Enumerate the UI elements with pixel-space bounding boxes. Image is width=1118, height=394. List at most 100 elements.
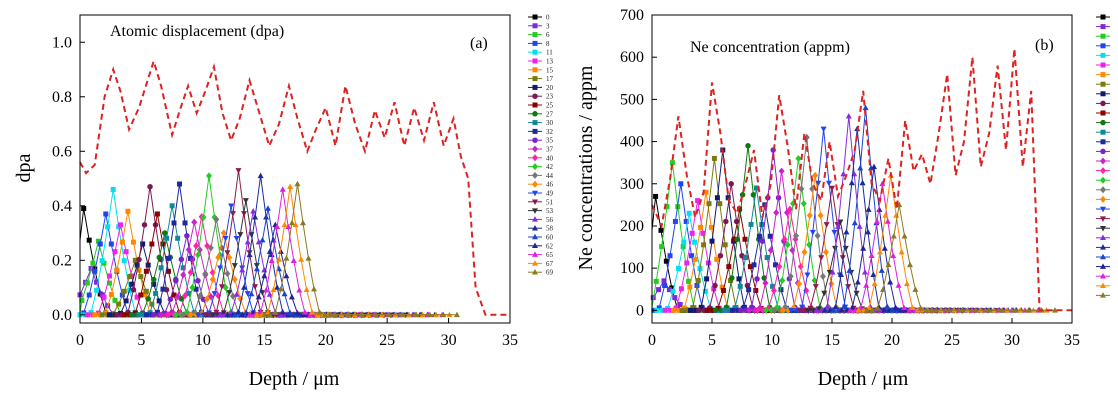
a-series-10-point-3 bbox=[138, 292, 144, 298]
a-series-9-point-6 bbox=[147, 183, 153, 190]
a-series-13-point-5 bbox=[171, 220, 177, 226]
b-series-21-point-6 bbox=[829, 185, 835, 192]
chart-a-title: Atomic displacement (dpa) bbox=[110, 23, 284, 40]
b-series-19-point-5 bbox=[806, 212, 813, 220]
b-series-9-point-6 bbox=[728, 181, 734, 187]
b-series-27-point-10 bbox=[900, 304, 907, 311]
a-legend-swatch-marker-0 bbox=[532, 14, 538, 20]
b-series-6-point-9 bbox=[719, 284, 725, 290]
b-series-29-point-20 bbox=[1025, 307, 1032, 313]
a-legend-swatch-marker-10 bbox=[532, 102, 538, 108]
a-legend-swatch-marker-6 bbox=[532, 67, 538, 73]
a-series-28-point-3 bbox=[270, 286, 277, 292]
a-series-24 bbox=[224, 172, 424, 318]
b-series-8-line bbox=[690, 149, 879, 311]
b-series-16-point-8 bbox=[797, 263, 804, 271]
b-series-27-point-4 bbox=[868, 252, 875, 258]
b-series-23-point-6 bbox=[845, 113, 852, 119]
b-series-13-point-4 bbox=[751, 262, 757, 268]
a-legend-label-6: 15 bbox=[546, 66, 554, 74]
b-series-22-point-3 bbox=[821, 290, 828, 297]
a-series-29-point-7 bbox=[299, 219, 306, 226]
b-legend-swatch-marker-23 bbox=[1100, 234, 1106, 241]
chart-a-marks bbox=[77, 57, 510, 319]
a-series-29-point-21 bbox=[440, 311, 447, 318]
b-legend-entry-20 bbox=[1096, 206, 1110, 213]
a-series-14-point-5 bbox=[178, 256, 185, 263]
a-series-29-point-9 bbox=[311, 285, 318, 292]
b-legend-entry-1 bbox=[1096, 24, 1110, 30]
a-legend-swatch-marker-21 bbox=[532, 199, 538, 206]
b-series-22-point-2 bbox=[815, 306, 822, 312]
b-series-25-point-5 bbox=[857, 164, 864, 171]
a-legend-label-15: 37 bbox=[546, 146, 554, 154]
b-legend-entry-29 bbox=[1096, 292, 1110, 298]
b-legend-swatch-marker-10 bbox=[1100, 110, 1106, 116]
a-series-25-point-4 bbox=[253, 265, 260, 272]
a-legend-swatch-marker-25 bbox=[532, 233, 538, 240]
b-legend-swatch-marker-8 bbox=[1100, 91, 1106, 97]
b-series-6-point-8 bbox=[714, 256, 720, 262]
a-series-21-point-5 bbox=[229, 211, 236, 217]
a-x-tick-label-6: 30 bbox=[441, 332, 457, 349]
b-series-15-point-3 bbox=[762, 279, 769, 287]
b-legend-entry-13 bbox=[1096, 139, 1110, 145]
a-legend-entry-21: 51 bbox=[528, 198, 554, 206]
b-series-6-point-4 bbox=[692, 256, 698, 262]
b-legend-swatch-marker-22 bbox=[1100, 225, 1106, 232]
a-series-12-point-0 bbox=[136, 312, 142, 318]
b-series-3-point-7 bbox=[683, 218, 689, 224]
a-series-25-point-10 bbox=[287, 309, 294, 316]
a-series-8-point-7 bbox=[145, 262, 151, 268]
a-legend-swatch-marker-5 bbox=[532, 58, 538, 64]
b-series-25-point-4 bbox=[851, 219, 858, 226]
b-series-15-point-0 bbox=[746, 306, 753, 314]
a-series-20-point-6 bbox=[228, 203, 235, 210]
a-series-19-point-0 bbox=[187, 311, 194, 319]
a-legend-label-29: 69 bbox=[546, 269, 554, 277]
a-series-29-point-5 bbox=[288, 219, 295, 226]
b-legend-swatch-marker-1 bbox=[1100, 24, 1106, 30]
b-series-23-point-4 bbox=[835, 223, 842, 229]
a-series-5-point-4 bbox=[107, 273, 113, 279]
a-legend-entry-20: 49 bbox=[528, 190, 554, 198]
a-series-13-point-0 bbox=[143, 312, 149, 318]
b-series-28-point-5 bbox=[882, 212, 889, 218]
chart-b-marks bbox=[650, 48, 1072, 314]
a-x-tick-label-1: 5 bbox=[137, 332, 145, 349]
b-legend-swatch-marker-25 bbox=[1100, 253, 1106, 260]
a-series-5-point-7 bbox=[123, 249, 129, 255]
b-series-6-point-3 bbox=[687, 284, 693, 290]
a-series-18-point-8 bbox=[224, 270, 231, 278]
a-series-20-point-3 bbox=[211, 291, 218, 297]
b-series-6-point-1 bbox=[676, 307, 682, 313]
b-series-14-point-3 bbox=[754, 276, 760, 282]
b-series-8-point-7 bbox=[725, 195, 731, 201]
a-legend-swatch-marker-7 bbox=[532, 76, 538, 82]
b-series-29-point-16 bbox=[972, 307, 979, 313]
b-series-10-point-0 bbox=[704, 307, 710, 313]
a-series-5-point-6 bbox=[118, 222, 124, 228]
b-series-19-point-6 bbox=[812, 171, 819, 179]
a-y-tick-label-5: 1.0 bbox=[52, 34, 72, 51]
a-series-15-point-3 bbox=[174, 293, 181, 301]
b-series-7-point-3 bbox=[695, 278, 701, 284]
a-series-9-point-4 bbox=[136, 256, 142, 263]
b-legend-swatch-marker-9 bbox=[1100, 100, 1106, 107]
b-series-5-point-5 bbox=[689, 230, 695, 236]
a-series-4-point-4 bbox=[99, 258, 105, 264]
b-series-19-point-0 bbox=[779, 306, 786, 314]
a-y-tick-label-2: 0.4 bbox=[52, 198, 72, 215]
b-series-24 bbox=[821, 125, 1016, 313]
b-series-26-point-3 bbox=[854, 278, 861, 285]
a-series-5-point-0 bbox=[84, 312, 90, 318]
b-series-18-point-4 bbox=[793, 232, 800, 240]
chart-a-ticks: 0 5 10 15 20 25 30 35 0.0 0.2 0.4 0.6 0.8 1.0 bbox=[52, 34, 518, 349]
a-series-29-point-15 bbox=[359, 311, 366, 318]
a-series-23-point-6 bbox=[250, 207, 257, 214]
a-series-10-point-4 bbox=[143, 268, 149, 274]
b-series-5-point-1 bbox=[668, 307, 674, 313]
a-series-18-point-3 bbox=[196, 292, 203, 300]
a-legend-label-24: 58 bbox=[546, 225, 554, 233]
b-x-tick-label-4: 20 bbox=[884, 332, 900, 349]
